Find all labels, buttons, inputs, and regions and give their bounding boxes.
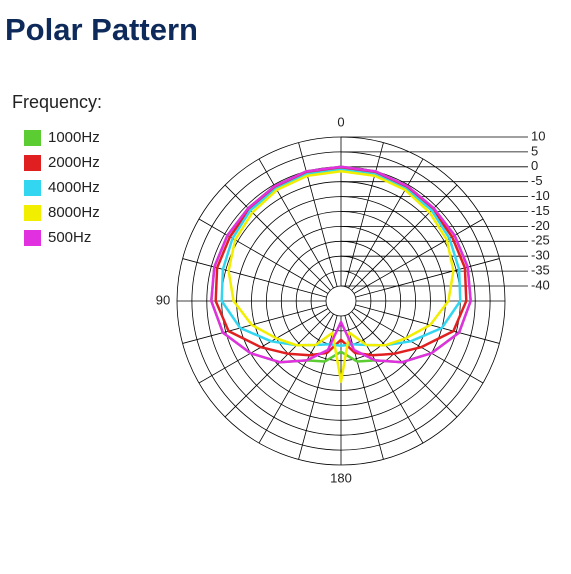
chart-title: Polar Pattern bbox=[5, 12, 198, 47]
r-tick-label: -20 bbox=[531, 218, 550, 233]
ring bbox=[325, 285, 357, 317]
r-tick-label: -35 bbox=[531, 263, 550, 278]
r-tick-label: 5 bbox=[531, 143, 538, 158]
legend-swatch bbox=[24, 205, 41, 221]
pattern-curve bbox=[214, 167, 468, 357]
r-tick-label: -10 bbox=[531, 188, 550, 203]
r-tick-label: 0 bbox=[531, 158, 538, 173]
r-tick-label: -5 bbox=[531, 173, 543, 188]
legend-swatch bbox=[24, 155, 41, 171]
legend-swatch bbox=[24, 230, 41, 246]
angle-tick-label: 90 bbox=[156, 292, 170, 307]
legend-swatch bbox=[24, 180, 41, 196]
r-tick-label: -40 bbox=[531, 277, 550, 292]
pattern-curve bbox=[220, 168, 462, 348]
legend-swatch bbox=[24, 130, 41, 146]
legend-label: 1000Hz bbox=[48, 129, 100, 146]
pattern-curve bbox=[210, 165, 472, 364]
r-tick-label: 10 bbox=[531, 128, 545, 143]
r-tick-label: -25 bbox=[531, 233, 550, 248]
pattern-curve bbox=[227, 170, 455, 383]
angle-tick-label: 180 bbox=[330, 470, 352, 485]
legend-title: Frequency: bbox=[12, 92, 102, 112]
legend-label: 500Hz bbox=[48, 229, 91, 246]
r-tick-label: -15 bbox=[531, 203, 550, 218]
legend-label: 4000Hz bbox=[48, 179, 100, 196]
angle-tick-label: 0 bbox=[337, 114, 344, 129]
legend-label: 2000Hz bbox=[48, 154, 100, 171]
legend-label: 8000Hz bbox=[48, 204, 100, 221]
r-tick-label: -30 bbox=[531, 248, 550, 263]
